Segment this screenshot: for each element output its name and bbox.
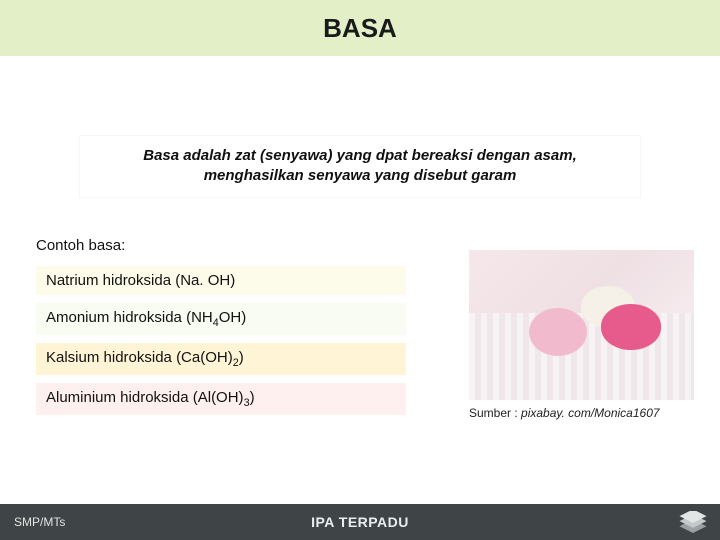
illustration-soap <box>469 250 694 400</box>
image-caption: Sumber : pixabay. com/Monica1607 <box>469 406 694 420</box>
example-name: Natrium hidroksida <box>46 272 171 289</box>
image-block: Sumber : pixabay. com/Monica1607 <box>469 250 694 420</box>
caption-source: pixabay. com/Monica1607 <box>521 406 660 420</box>
example-item: Aluminium hidroksida (Al(OH)3) <box>36 383 406 415</box>
footer-left-label: SMP/MTs <box>0 515 65 529</box>
example-item: Amonium hidroksida (NH4OH) <box>36 303 406 335</box>
caption-label: Sumber : <box>469 406 521 420</box>
example-name: Kalsium hidroksida <box>46 349 172 366</box>
page-title: BASA <box>323 13 397 44</box>
example-formula: (NH4OH) <box>186 309 246 326</box>
example-name: Amonium hidroksida <box>46 309 182 326</box>
definition-text: Basa adalah zat (senyawa) yang dpat bere… <box>98 146 622 187</box>
title-bar: BASA <box>0 0 720 56</box>
example-item: Kalsium hidroksida (Ca(OH)2) <box>36 343 406 375</box>
example-formula: (Ca(OH)2) <box>176 349 244 366</box>
example-item: Natrium hidroksida (Na. OH) <box>36 266 406 295</box>
soap-flower <box>529 308 587 356</box>
example-formula: (Na. OH) <box>175 272 235 289</box>
footer-bar: SMP/MTs IPA TERPADU <box>0 504 720 540</box>
definition-box: Basa adalah zat (senyawa) yang dpat bere… <box>80 136 640 197</box>
example-formula: (Al(OH)3) <box>193 389 255 406</box>
soap-pink <box>601 304 661 350</box>
footer-center-label: IPA TERPADU <box>311 514 409 530</box>
book-stack-icon <box>676 511 710 533</box>
example-name: Aluminium hidroksida <box>46 389 189 406</box>
